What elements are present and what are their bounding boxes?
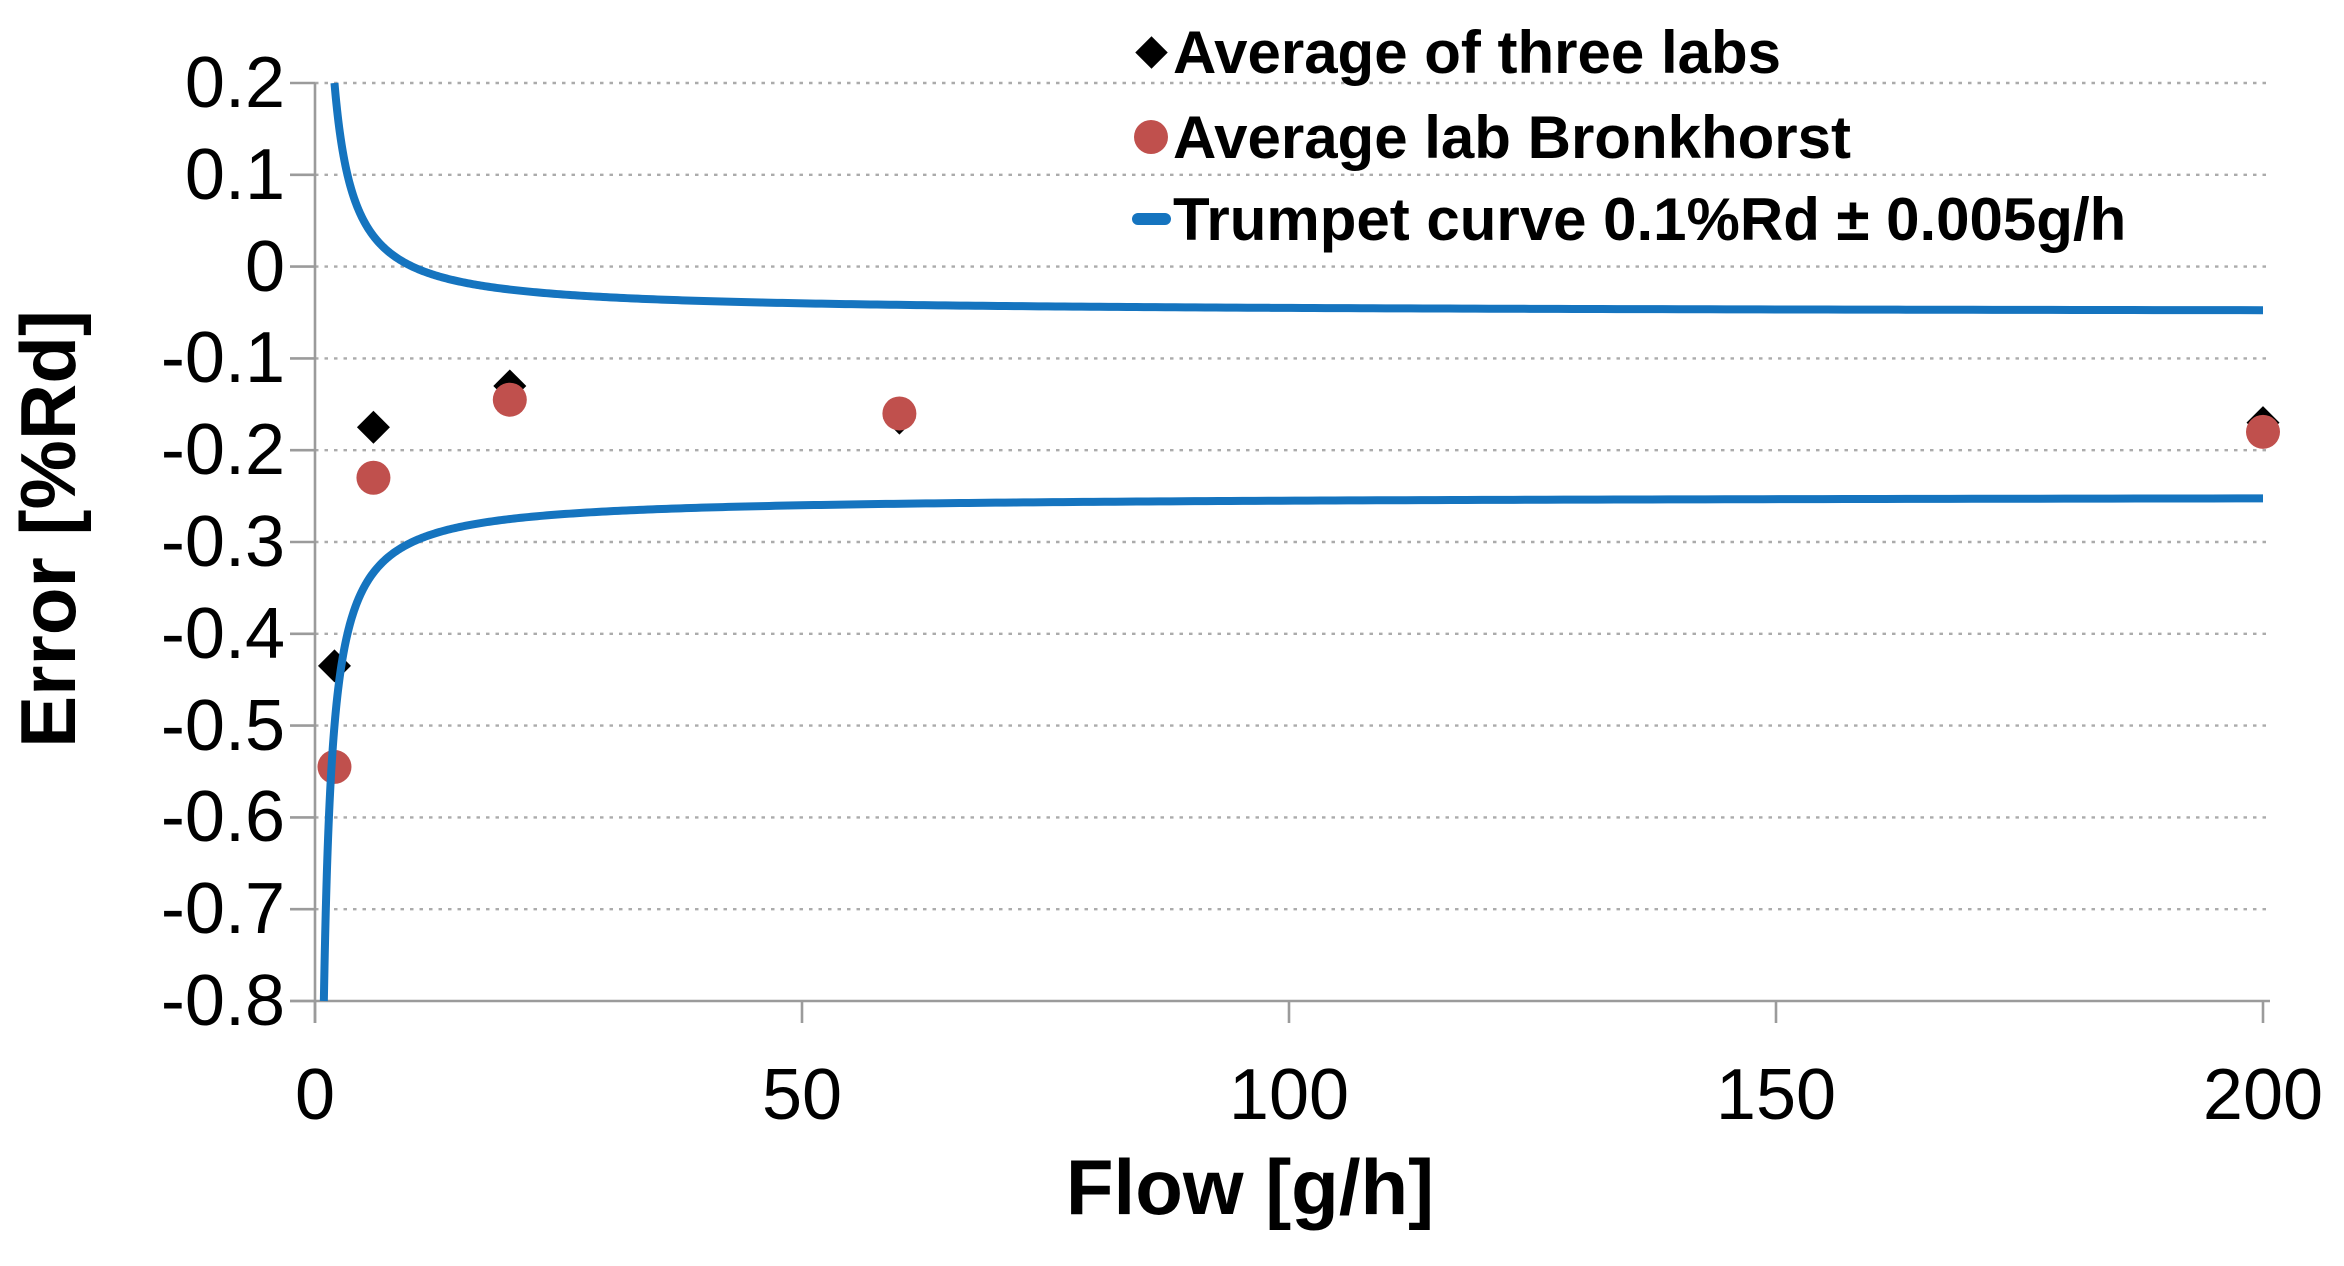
x-tick-label: 150 (1715, 1055, 1837, 1135)
legend-item-average-three-labs: Average of three labs (1131, 8, 1781, 96)
circle-marker-icon (1131, 120, 1171, 154)
data-point-circle (882, 396, 917, 431)
data-point-circle (356, 460, 391, 495)
y-tick-label: 0 (244, 226, 285, 307)
line-marker-icon (1131, 213, 1171, 225)
y-tick-label: 0.2 (184, 43, 285, 123)
x-tick-label: 50 (761, 1055, 843, 1135)
y-tick-label: -0.7 (160, 869, 285, 950)
y-tick-label: -0.3 (160, 502, 285, 582)
trumpet-curve-lower (319, 494, 2264, 1002)
diamond-marker-icon (1131, 35, 1171, 69)
y-tick-label: -0.8 (160, 961, 285, 1041)
legend-item-trumpet-curve: Trumpet curve 0.1%Rd ± 0.005g/h (1131, 175, 2126, 263)
x-axis-title: Flow [g/h] (1065, 1143, 1435, 1231)
y-tick-label: -0.5 (160, 685, 285, 766)
y-tick-label: 0.1 (184, 134, 285, 215)
x-tick-label: 100 (1228, 1055, 1350, 1135)
trumpet-curve-upper (330, 81, 2264, 315)
data-point-diamond (356, 410, 390, 444)
legend-label: Trumpet curve 0.1%Rd ± 0.005g/h (1173, 185, 2127, 253)
y-tick-label: -0.1 (160, 318, 285, 399)
legend-item-average-lab-bronkhorst: Average lab Bronkhorst (1131, 93, 1851, 181)
legend-label: Average of three labs (1173, 18, 1781, 86)
y-tick-label: -0.4 (160, 593, 285, 674)
x-tick-label: 0 (294, 1055, 336, 1135)
data-point-circle (492, 382, 527, 417)
x-tick-label: 200 (2202, 1055, 2324, 1135)
y-tick-label: -0.2 (160, 410, 285, 491)
y-tick-label: -0.6 (160, 777, 285, 858)
y-axis-title: Error [%Rd] (4, 310, 92, 748)
data-point-circle (2246, 414, 2280, 449)
legend-label: Average lab Bronkhorst (1173, 103, 1851, 171)
